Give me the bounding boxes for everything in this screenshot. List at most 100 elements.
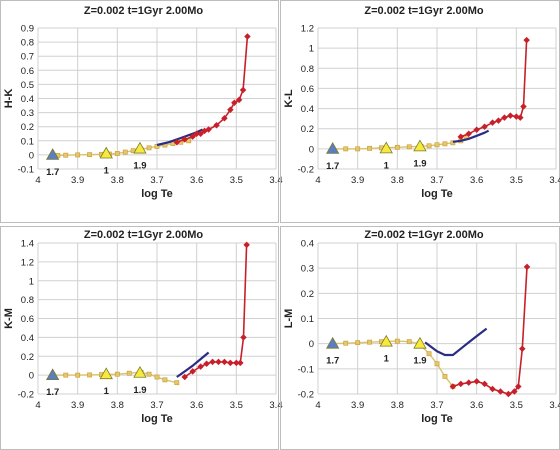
mass-marker	[379, 334, 393, 347]
mass-marker-label: 1.7	[46, 167, 59, 178]
panel-frame	[0, 0, 279, 223]
y-axis-label: K-M	[3, 308, 15, 329]
data-point	[243, 241, 250, 249]
series-2	[330, 338, 456, 389]
data-point	[240, 334, 247, 341]
y-tick-label: 0.9	[21, 24, 34, 35]
data-point	[114, 371, 120, 377]
y-tick-label: 1.2	[301, 24, 314, 35]
data-point	[235, 96, 243, 104]
series-2	[50, 369, 180, 386]
data-point	[426, 351, 432, 357]
panel-k-m: Z=0.002 t=1Gyr 2.00Mo 4 3.9 3.8 3.7 3.6 3.5 3.4…	[0, 226, 283, 450]
x-tick-label: 3.9	[71, 175, 84, 186]
x-axis-label: log Te	[421, 188, 453, 200]
data-point	[197, 363, 204, 370]
data-point	[231, 99, 238, 106]
y-tick-label: 0.7	[21, 52, 34, 63]
data-point	[442, 373, 448, 379]
mass-marker	[413, 336, 427, 349]
y-tick-label: 0.8	[21, 38, 34, 49]
y-tick-label: 1	[29, 276, 34, 287]
mass-marker	[325, 336, 340, 349]
x-tick-label: 3.5	[510, 400, 523, 411]
mass-marker	[45, 368, 60, 381]
x-tick-label: 4	[315, 175, 320, 186]
mass-marker-label: 1.9	[133, 385, 146, 396]
x-tick-label: 3.4	[549, 400, 560, 411]
x-tick-label: 3.8	[111, 400, 124, 411]
series-0	[173, 33, 251, 146]
series-line	[176, 351, 210, 378]
data-point	[434, 361, 440, 367]
x-tick-label: 4	[35, 175, 40, 186]
x-tick-label: 3.7	[150, 400, 163, 411]
mass-marker-label: 1	[104, 386, 110, 397]
y-axis-label: L-M	[283, 309, 295, 329]
data-point	[233, 359, 240, 367]
mass-marker	[413, 139, 427, 152]
data-point	[181, 373, 189, 381]
y-tick-label: 0.2	[301, 124, 314, 135]
data-point	[406, 339, 412, 345]
x-tick-label: 3.4	[269, 175, 282, 186]
data-point	[215, 358, 222, 366]
y-tick-label: -0.2	[18, 390, 34, 401]
x-axis-label: log Te	[141, 188, 173, 200]
data-point	[515, 383, 522, 390]
data-point	[355, 146, 361, 152]
y-tick-label: 1.2	[21, 257, 34, 268]
mass-marker-label: 1.7	[326, 356, 339, 367]
data-point	[63, 152, 69, 158]
panel-frame	[280, 0, 560, 223]
data-point	[227, 359, 234, 367]
panel-h-k: Z=0.002 t=1Gyr 2.00Mo 4 3.9 3.8 3.7 3.6 3.5 3.4…	[0, 0, 283, 223]
data-point	[517, 114, 524, 121]
y-tick-label: 0	[309, 144, 314, 155]
data-point	[174, 380, 180, 386]
y-tick-label: 0.3	[301, 264, 314, 275]
y-tick-label: 0.1	[21, 136, 34, 147]
data-point	[367, 145, 372, 151]
y-tick-label: 0.6	[21, 314, 34, 325]
y-tick-label: 1.4	[21, 239, 34, 250]
chart-title: Z=0.002 t=1Gyr 2.00Mo	[364, 5, 484, 17]
chart-title: Z=0.002 t=1Gyr 2.00Mo	[84, 5, 204, 17]
data-point	[239, 86, 247, 94]
data-point	[501, 114, 508, 121]
data-point	[497, 388, 504, 395]
y-tick-label: 1	[309, 44, 314, 55]
x-tick-label: 3.6	[190, 400, 203, 411]
data-point	[507, 112, 514, 119]
mass-marker-label: 1.7	[46, 387, 59, 398]
mass-marker-label: 1	[384, 354, 390, 365]
data-point	[495, 117, 502, 124]
data-point	[154, 374, 160, 380]
data-point	[244, 33, 251, 40]
data-point	[221, 114, 228, 122]
data-point	[505, 390, 512, 398]
data-point	[63, 372, 69, 378]
data-point	[426, 143, 432, 149]
x-tick-label: 3.8	[391, 175, 404, 186]
series-line	[424, 327, 488, 357]
series-line	[452, 129, 490, 143]
data-point	[203, 360, 210, 368]
data-point	[406, 144, 412, 150]
data-point	[523, 36, 530, 44]
series-0	[449, 263, 531, 398]
x-tick-label: 3.5	[510, 175, 523, 186]
mass-marker	[99, 367, 113, 380]
series-1	[452, 129, 490, 143]
data-point	[126, 370, 132, 376]
data-point	[489, 385, 496, 393]
data-point	[181, 136, 189, 143]
data-point	[213, 122, 220, 129]
panel-k-l: Z=0.002 t=1Gyr 2.00Mo 4 3.9 3.8 3.7 3.6 3.5 3.4…	[280, 0, 560, 223]
mass-marker-label: 1	[104, 165, 110, 176]
data-point	[87, 152, 92, 158]
data-point	[162, 377, 168, 383]
data-point	[205, 126, 212, 133]
data-point	[343, 146, 349, 152]
x-tick-label: 3.6	[470, 400, 483, 411]
